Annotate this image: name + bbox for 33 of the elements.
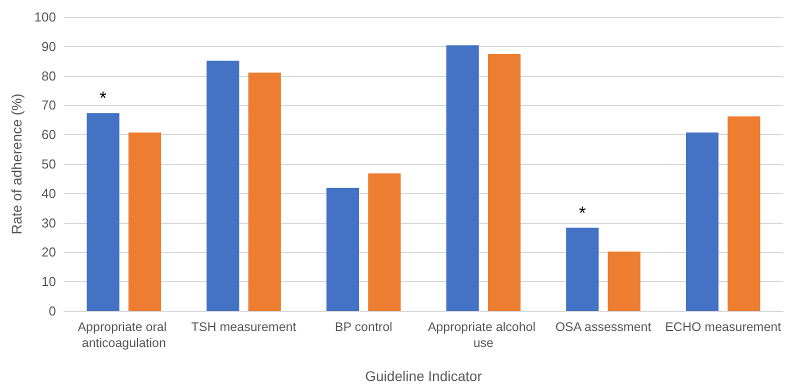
y-tick-label: 0 xyxy=(48,304,56,318)
y-tick-label: 90 xyxy=(42,38,56,54)
y-tick-label: 60 xyxy=(42,127,56,142)
y-tick-label: 80 xyxy=(42,68,56,84)
bar xyxy=(566,228,599,311)
y-tick-label: 30 xyxy=(42,215,56,230)
x-tick-label: BP control xyxy=(334,320,392,334)
x-axis-title: Guideline Indicator xyxy=(365,368,482,384)
y-tick-label: 100 xyxy=(34,10,56,24)
bar xyxy=(488,54,521,311)
x-tick-label: TSH measurement xyxy=(191,320,297,334)
y-tick-label: 70 xyxy=(42,98,56,113)
bar xyxy=(728,116,760,311)
x-tick-label: Appropriate oral anticoagulation xyxy=(78,320,170,350)
x-tick-label: Appropriate alcohol use xyxy=(428,320,540,350)
bar xyxy=(326,188,360,311)
bar xyxy=(368,173,401,311)
y-axis-title: Rate of adherence (%) xyxy=(8,94,24,234)
x-tick-label: OSA assessment xyxy=(555,320,652,334)
y-tick-label: 10 xyxy=(42,274,56,290)
y-tick-label: 40 xyxy=(42,186,56,201)
bar xyxy=(608,252,640,311)
bar xyxy=(686,132,719,311)
annotation: * xyxy=(578,202,586,223)
bar xyxy=(446,45,479,311)
bar xyxy=(206,60,240,311)
annotation: * xyxy=(100,88,107,108)
x-tick-label: ECHO measurement xyxy=(665,320,782,334)
bar xyxy=(248,72,281,311)
y-tick-label: 20 xyxy=(42,244,56,260)
bar xyxy=(128,132,162,311)
bar xyxy=(86,113,120,311)
y-tick-label: 50 xyxy=(42,156,56,172)
